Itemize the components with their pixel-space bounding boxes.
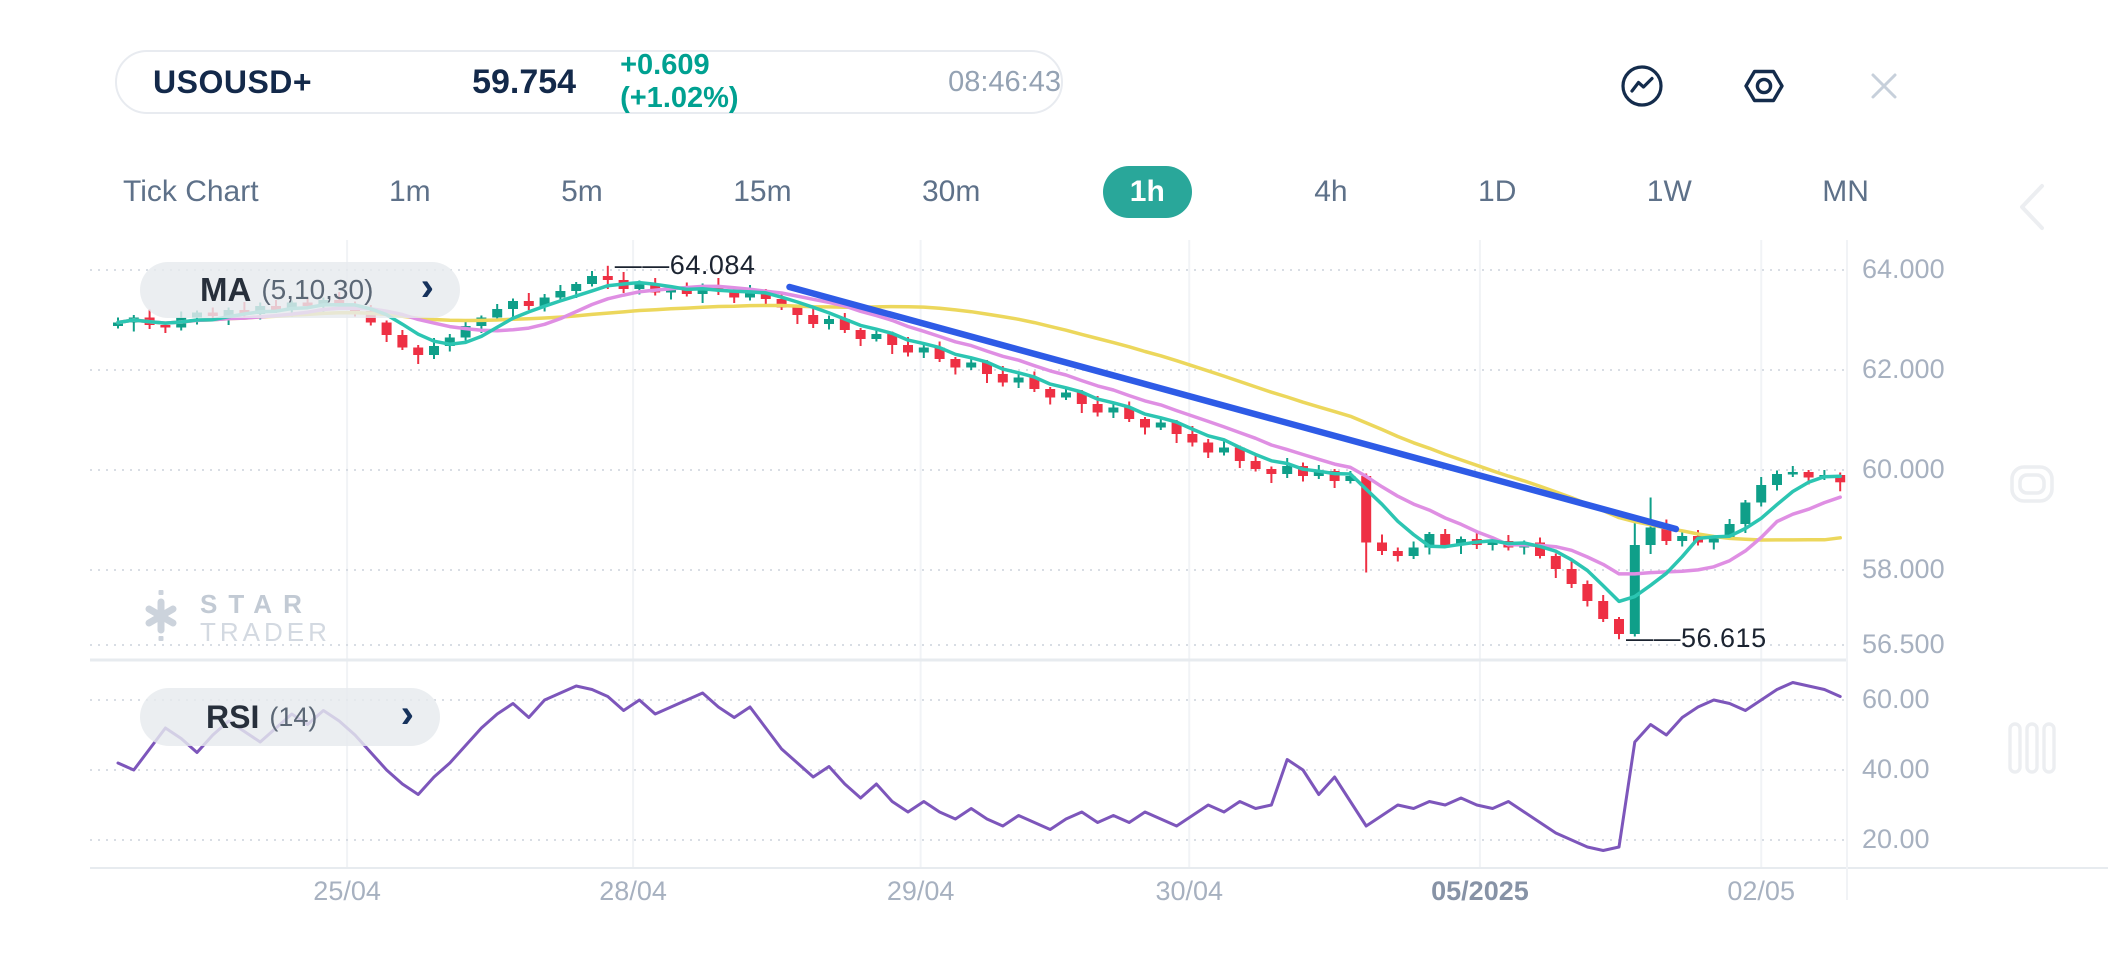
trend-line-circle-icon [1618,62,1666,110]
tab-30m[interactable]: 30m [922,175,981,208]
settings-icon-button[interactable] [1740,62,1788,110]
watermark-line1: STAR [200,589,313,620]
timeframe-tabs: Tick Chart 1m 5m 15m 30m 1h 4h 1D 1W MN [115,160,1877,224]
ma-params: (5,10,30) [261,274,374,305]
watermark-line2: TRADER [200,616,331,647]
three-bars-icon [2006,722,2058,780]
star-trader-watermark: STAR TRADER [138,590,331,647]
drawing-tools-button[interactable] [2006,720,2058,781]
candles-layer [113,265,1846,640]
tab-1h[interactable]: 1h [1102,166,1192,218]
tab-15m[interactable]: 15m [733,175,792,208]
rounded-square-icon [2006,465,2058,514]
chevron-right-icon: › [420,265,434,309]
chevron-left-icon [2006,184,2058,240]
rsi-label: RSI [206,698,260,735]
tab-mn[interactable]: MN [1822,175,1869,208]
ma-label: MA [200,271,252,308]
ma-indicator-pill[interactable]: MA (5,10,30) › [140,262,460,318]
quote-time: 08:46:43 [948,65,1061,98]
star-asterisk-logo-icon [138,590,184,647]
symbol-name: USOUSD+ [153,63,313,100]
tab-1d[interactable]: 1D [1478,175,1517,208]
tab-1w[interactable]: 1W [1646,175,1692,208]
chevron-right-icon: › [400,692,414,736]
tab-4h[interactable]: 4h [1314,175,1348,208]
tab-1m[interactable]: 1m [389,175,431,208]
quote-summary-pill[interactable]: USOUSD+ 59.754 +0.609 (+1.02%) 08:46:43 [115,49,1063,114]
close-chart-button[interactable] [1860,62,1908,110]
last-price: 59.754 [472,62,577,101]
rsi-params: (14) [269,701,318,732]
price-change: +0.609 (+1.02%) [620,49,739,114]
screenshot-tool-button[interactable] [2006,458,2058,515]
tab-5m[interactable]: 5m [561,175,603,208]
rsi-indicator-pill[interactable]: RSI (14) › [140,688,440,746]
gear-hexagon-icon [1740,62,1788,110]
collapse-panel-button[interactable] [2006,178,2058,241]
close-icon [1860,62,1908,110]
indicator-icon-button[interactable] [1618,62,1666,110]
tab-tick-chart[interactable]: Tick Chart [123,175,259,208]
